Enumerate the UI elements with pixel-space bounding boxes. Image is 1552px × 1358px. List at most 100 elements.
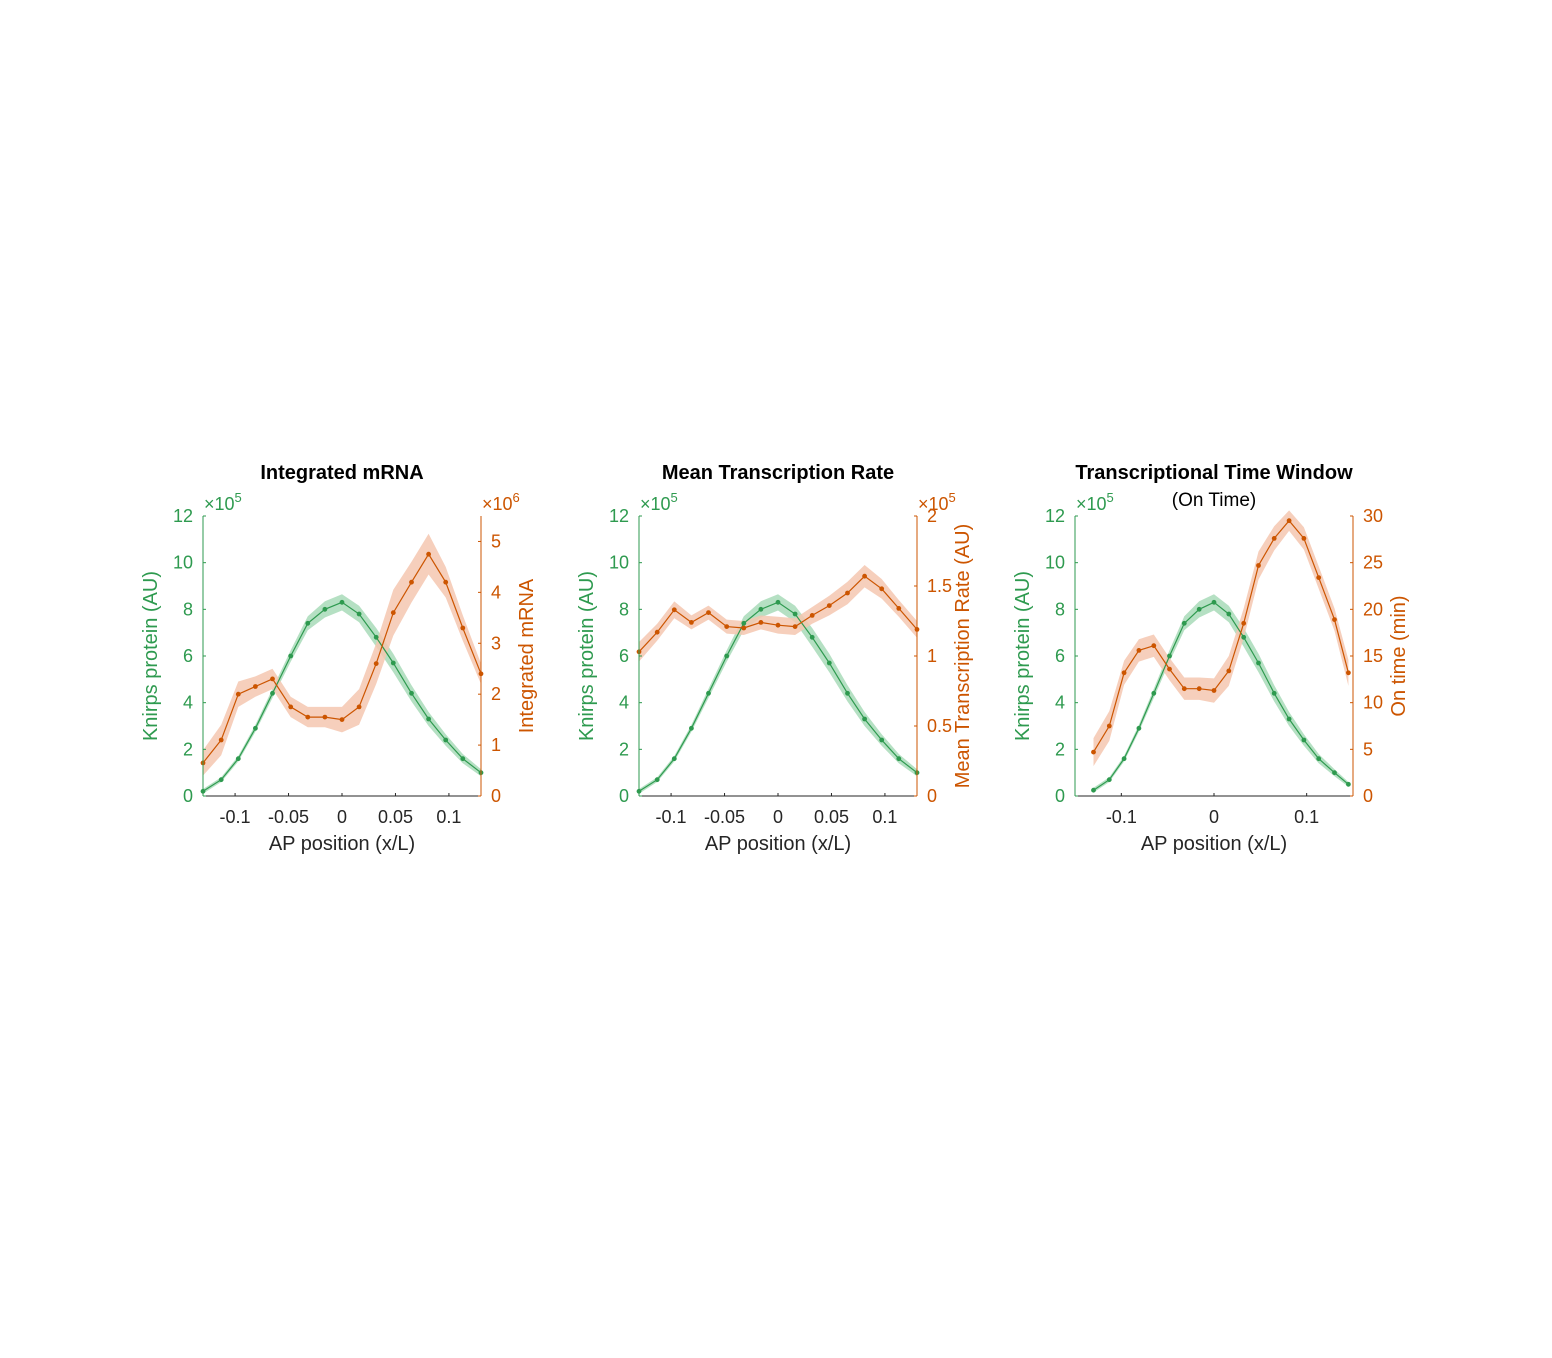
left-axis-multiplier: ×105	[1076, 490, 1114, 514]
right-tick-label: 2	[927, 506, 937, 526]
right-tick-label: 4	[491, 582, 501, 602]
transcription-data-point	[356, 704, 362, 710]
right-y-axis-label: Integrated mRNA	[516, 578, 538, 733]
x-axis-label: AP position (x/L)	[705, 833, 851, 855]
knirps-protein-data-point	[270, 690, 275, 696]
x-axis-label: AP position (x/L)	[269, 833, 415, 855]
knirps-protein-data-point	[253, 725, 258, 731]
transcription-data-point	[322, 714, 328, 720]
transcription-data-point	[1332, 617, 1337, 622]
transcription-data-point	[671, 607, 677, 613]
knirps-protein-data-point	[1151, 690, 1157, 696]
knirps-protein-data-point	[862, 716, 867, 722]
left-y-axis-label: Knirps protein (AU)	[1012, 571, 1034, 741]
right-tick-label: 5	[1363, 739, 1373, 759]
left-y-axis-label: Knirps protein (AU)	[576, 571, 598, 741]
transcription-data-point	[809, 613, 815, 618]
right-tick-label: 5	[491, 531, 501, 551]
transcription-error-band	[1093, 510, 1349, 767]
transcription-data-point	[1211, 688, 1217, 693]
knirps-protein-data-point	[305, 620, 311, 626]
chart-panel-integrated-mrna: Integrated mRNA -0.1 -0.05 0 0.05 0.10246810…	[140, 462, 538, 855]
transcription-series-line	[1092, 519, 1349, 753]
right-y-axis-label: On time (min)	[1388, 595, 1410, 716]
right-axis-multiplier: ×106	[482, 490, 520, 514]
transcription-data-point	[1256, 563, 1261, 568]
transcription-data-point	[390, 610, 396, 616]
x-tick-label: 0	[773, 807, 783, 827]
knirps-protein-series-line	[1093, 601, 1349, 791]
left-axis-multiplier: ×105	[640, 490, 678, 514]
right-tick-label: 15	[1363, 646, 1383, 666]
knirps-protein-data-point	[1167, 653, 1172, 659]
transcription-data-point	[862, 573, 867, 579]
left-tick-label: 4	[183, 693, 193, 713]
left-tick-label: 12	[173, 506, 193, 526]
knirps-protein-data-point	[845, 690, 850, 696]
left-tick-label: 2	[619, 739, 629, 759]
right-axis-multiplier: ×105	[918, 490, 956, 514]
transcription-data-point	[235, 691, 241, 697]
x-tick-label: 0.1	[436, 807, 461, 827]
knirps-protein-data-point	[896, 756, 902, 762]
left-tick-label: 12	[1045, 506, 1065, 526]
left-y-axis-label: Knirps protein (AU)	[140, 571, 162, 741]
right-tick-label: 1	[491, 735, 501, 755]
left-tick-label: 12	[609, 506, 629, 526]
chart-subtitle: (On Time)	[1172, 490, 1256, 511]
transcription-data-point	[1271, 536, 1277, 541]
left-tick-label: 4	[1055, 693, 1065, 713]
x-tick-label: 0.1	[872, 807, 897, 827]
knirps-protein-data-point	[1196, 606, 1202, 612]
knirps-protein-data-point	[689, 725, 694, 731]
knirps-protein-data-point	[671, 756, 677, 762]
left-tick-label: 10	[609, 553, 629, 573]
x-tick-label: -0.05	[268, 807, 309, 827]
knirps-protein-data-point	[809, 634, 815, 640]
knirps-protein-data-point	[1181, 620, 1187, 626]
left-tick-label: 8	[183, 599, 193, 619]
right-tick-label: 3	[491, 633, 501, 653]
knirps-protein-data-point	[1332, 770, 1337, 776]
knirps-protein-data-point	[443, 737, 449, 743]
transcription-data-point	[654, 629, 660, 635]
left-tick-label: 0	[619, 786, 629, 806]
right-tick-label: 10	[1363, 693, 1383, 713]
knirps-protein-data-point	[1301, 737, 1307, 743]
knirps-protein-data-point	[1241, 634, 1247, 640]
transcription-data-point	[1301, 536, 1307, 541]
transcription-data-point	[339, 717, 345, 722]
transcription-data-point	[741, 625, 747, 631]
chart-panel-transcriptional-time-window: Transcriptional Time Window (On Time) -0…	[1012, 462, 1410, 855]
transcription-data-point	[706, 610, 711, 615]
x-tick-label: 0.1	[1294, 807, 1319, 827]
left-tick-label: 8	[619, 599, 629, 619]
transcription-error-band	[639, 565, 917, 662]
left-tick-label: 8	[1055, 599, 1065, 619]
right-tick-label: 1.5	[927, 576, 952, 596]
knirps-protein-data-point	[288, 653, 294, 659]
transcription-data-point	[270, 676, 275, 682]
transcription-data-point	[1226, 668, 1232, 674]
transcription-data-point	[373, 661, 379, 666]
transcription-data-point	[845, 590, 850, 596]
transcription-data-point	[792, 624, 798, 629]
transcription-data-point	[1091, 749, 1096, 755]
transcription-data-point	[1346, 670, 1351, 676]
right-tick-label: 2	[491, 684, 501, 704]
transcription-data-point	[826, 603, 832, 608]
knirps-protein-data-point	[775, 599, 781, 605]
knirps-protein-data-point	[1226, 611, 1232, 617]
knirps-protein-data-point	[724, 653, 730, 659]
transcription-data-point	[460, 625, 466, 631]
knirps-protein-data-point	[1106, 777, 1112, 783]
left-axis-multiplier: ×105	[204, 490, 242, 514]
x-tick-label: -0.1	[1106, 807, 1137, 827]
chart-title: Integrated mRNA	[260, 462, 423, 484]
knirps-protein-data-point	[879, 737, 885, 743]
right-tick-label: 0	[1363, 786, 1373, 806]
right-tick-label: 0	[491, 786, 501, 806]
transcription-data-point	[724, 624, 730, 629]
transcription-data-point	[1167, 666, 1172, 672]
